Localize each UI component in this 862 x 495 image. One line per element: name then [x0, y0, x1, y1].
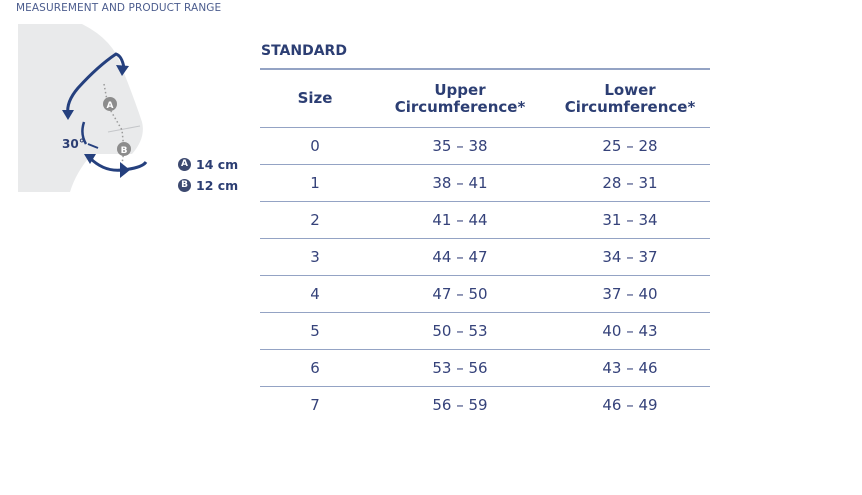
- table-row: 7 56 – 59 46 – 49: [260, 387, 710, 424]
- cell-lower: 40 – 43: [550, 312, 710, 350]
- header-upper-line2: Circumference*: [394, 97, 526, 116]
- cell-upper: 44 – 47: [370, 238, 550, 276]
- header-lower-line1: Lower: [604, 80, 656, 99]
- page-header: MEASUREMENT AND PRODUCT RANGE: [16, 2, 222, 14]
- cell-upper: 41 – 44: [370, 201, 550, 239]
- upper-arrowhead-icon: [62, 110, 74, 120]
- legend-badge-a-icon: A: [178, 158, 191, 171]
- cell-upper: 53 – 56: [370, 349, 550, 387]
- cell-upper: 35 – 38: [370, 127, 550, 165]
- table-row: 4 47 – 50 37 – 40: [260, 275, 710, 313]
- angle-arc: [81, 121, 88, 145]
- cell-size: 2: [260, 201, 370, 239]
- cell-size: 0: [260, 127, 370, 165]
- upper-circumference-arrow: [66, 52, 126, 115]
- table-header-row: Size Upper Circumference* Lower Circumfe…: [260, 68, 710, 128]
- cell-lower: 34 – 37: [550, 238, 710, 276]
- marker-a-icon: [103, 97, 117, 111]
- knee-crease-line: [107, 125, 141, 133]
- legend-item-b: B 12 cm: [178, 175, 238, 196]
- cell-upper: 56 – 59: [432, 396, 488, 414]
- cell-size: 1: [260, 164, 370, 202]
- legend-badge-b-icon: B: [178, 179, 191, 192]
- marker-b-label: B: [121, 146, 128, 156]
- marker-a-label: A: [107, 101, 114, 111]
- cell-lower: 43 – 46: [550, 349, 710, 387]
- table-row: 2 41 – 44 31 – 34: [260, 201, 710, 239]
- lower-arrowhead-icon: [84, 154, 96, 164]
- measurement-legend: A 14 cm B 12 cm: [178, 154, 238, 196]
- cell-size: 3: [260, 238, 370, 276]
- header-lower-circumference: Lower Circumference*: [550, 68, 710, 128]
- legend-item-a: A 14 cm: [178, 154, 238, 175]
- cell-size: 6: [260, 349, 370, 387]
- cell-lower: 28 – 31: [550, 164, 710, 202]
- header-upper-line1: Upper: [434, 80, 486, 99]
- cell-size: 7: [310, 396, 320, 414]
- table-row: 6 53 – 56 43 – 46: [260, 349, 710, 387]
- table-row: 3 44 – 47 34 – 37: [260, 238, 710, 276]
- cell-upper: 50 – 53: [370, 312, 550, 350]
- marker-b-icon: [117, 142, 131, 156]
- cell-upper: 47 – 50: [370, 275, 550, 313]
- cell-lower: 46 – 49: [602, 396, 658, 414]
- table-row: 1 38 – 41 28 – 31: [260, 164, 710, 202]
- angle-label: 30°: [62, 137, 85, 151]
- leg-silhouette: [18, 24, 143, 192]
- angle-pointer-line: [87, 143, 99, 149]
- table-row: 0 35 – 38 25 – 28: [260, 127, 710, 165]
- cell-lower: 25 – 28: [550, 127, 710, 165]
- header-upper-circumference: Upper Circumference*: [370, 68, 550, 128]
- lower-arrowhead-icon: [120, 162, 130, 178]
- cell-size: 4: [260, 275, 370, 313]
- legend-value-a: 14 cm: [196, 157, 239, 172]
- table-row: 5 50 – 53 40 – 43: [260, 312, 710, 350]
- cell-upper: 38 – 41: [370, 164, 550, 202]
- header-lower-line2: Circumference*: [564, 97, 696, 116]
- legend-value-b: 12 cm: [196, 178, 239, 193]
- header-size: Size: [260, 68, 370, 128]
- table-title: STANDARD: [261, 43, 347, 59]
- cell-lower: 31 – 34: [550, 201, 710, 239]
- knee-measurement-illustration: A B 30°: [18, 24, 148, 192]
- cell-lower: 37 – 40: [550, 275, 710, 313]
- lower-circumference-arrow: [88, 156, 148, 172]
- size-table: Size Upper Circumference* Lower Circumfe…: [260, 68, 710, 423]
- cell-size: 5: [260, 312, 370, 350]
- header-size-label: Size: [297, 89, 333, 107]
- upper-arrowhead-icon: [116, 65, 129, 76]
